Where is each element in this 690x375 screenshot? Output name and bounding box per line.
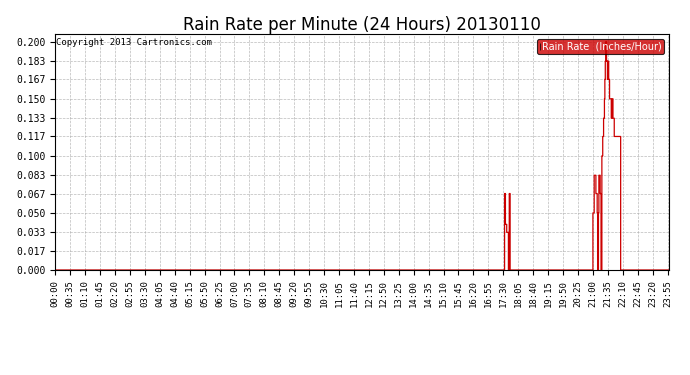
Title: Rain Rate per Minute (24 Hours) 20130110: Rain Rate per Minute (24 Hours) 20130110 <box>184 16 541 34</box>
Legend: Rain Rate  (Inches/Hour): Rain Rate (Inches/Hour) <box>537 39 664 54</box>
Text: Copyright 2013 Cartronics.com: Copyright 2013 Cartronics.com <box>57 39 213 48</box>
